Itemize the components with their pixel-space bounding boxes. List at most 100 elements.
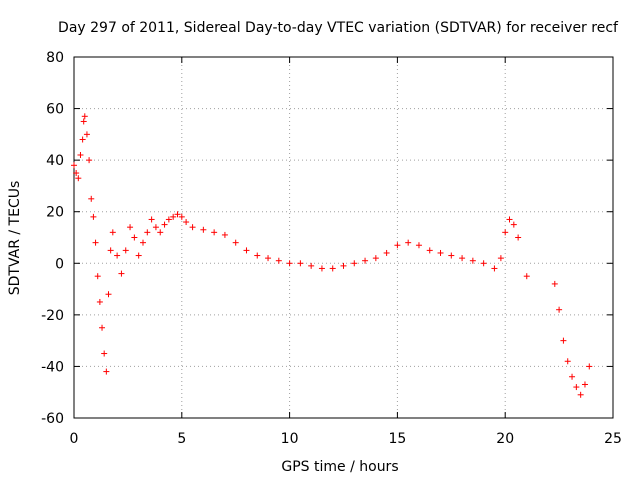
data-point [581,381,588,388]
data-point [103,368,110,375]
x-tick-label: 20 [496,431,514,447]
data-point [118,270,125,277]
data-point [114,252,121,259]
data-point [86,157,93,164]
data-point [515,234,522,241]
data-point [90,213,97,220]
data-point [415,242,422,249]
data-point [83,131,90,138]
data-point [135,252,142,259]
x-tick-label: 15 [388,431,406,447]
data-point [459,255,466,262]
data-point [183,219,190,226]
x-tick-label: 5 [177,431,186,447]
data-point [340,262,347,269]
data-point [569,373,576,380]
data-point [148,216,155,223]
axis-ticks: 0 5 10 15 20 25 -60 -40 -20 0 20 40 60 80 [41,50,622,447]
data-point [152,224,159,231]
data-point [109,229,116,236]
data-point [81,113,88,120]
data-point [200,226,207,233]
data-point [480,260,487,267]
data-point [448,252,455,259]
data-point [573,384,580,391]
grid-lines [74,57,613,418]
y-tick-label: 20 [46,205,64,221]
data-points [71,113,593,398]
data-point [491,265,498,272]
y-tick-label: 60 [46,102,64,118]
data-point [101,350,108,357]
data-point [211,229,218,236]
data-point [73,170,80,177]
data-point [265,255,272,262]
y-tick-label: -60 [41,411,64,427]
data-point [122,247,129,254]
data-point [497,255,504,262]
y-tick-label: 0 [55,256,64,272]
data-point [221,231,228,238]
data-point [144,229,151,236]
x-tick-label: 25 [604,431,622,447]
data-point [105,291,112,298]
data-point [75,175,82,182]
data-point [157,229,164,236]
data-point [139,239,146,246]
data-point [275,257,282,264]
y-tick-label: -20 [41,308,64,324]
y-tick-label: -40 [41,359,64,375]
x-tick-label: 10 [281,431,299,447]
data-point [127,224,134,231]
data-point [71,162,77,169]
data-point [405,239,412,246]
data-point [94,273,101,280]
data-point [362,257,369,264]
data-point [577,391,584,398]
data-point [506,216,513,223]
data-point [286,260,293,267]
data-point [88,195,95,202]
plot-border [73,56,614,419]
data-point [510,221,517,228]
data-point [551,280,558,287]
chart-title: Day 297 of 2011, Sidereal Day-to-day VTE… [58,20,619,36]
data-point [297,260,304,267]
data-point [308,262,315,269]
data-point [165,216,172,223]
data-point [329,265,336,272]
data-point [426,247,433,254]
data-point [523,273,530,280]
data-point [556,306,563,313]
data-point [107,247,114,254]
data-point [560,337,567,344]
data-point [189,224,196,231]
data-point [92,239,99,246]
data-point [170,213,177,220]
y-axis-label: SDTVAR / TECUs [7,181,23,296]
data-point [394,242,401,249]
data-point [77,151,84,158]
data-point [372,255,379,262]
x-tick-label: 0 [70,431,79,447]
data-point [232,239,239,246]
data-point [99,324,106,331]
data-point [502,229,509,236]
data-point [383,249,390,256]
data-point [178,213,185,220]
data-point [586,363,593,370]
data-point [254,252,261,259]
data-point [564,358,571,365]
data-point [469,257,476,264]
data-point [243,247,250,254]
y-tick-label: 80 [46,50,64,66]
y-tick-label: 40 [46,153,64,169]
x-axis-label: GPS time / hours [281,459,398,475]
data-point [80,118,87,125]
data-point [318,265,325,272]
data-point [174,211,181,218]
data-point [161,221,168,228]
data-point [96,298,103,305]
